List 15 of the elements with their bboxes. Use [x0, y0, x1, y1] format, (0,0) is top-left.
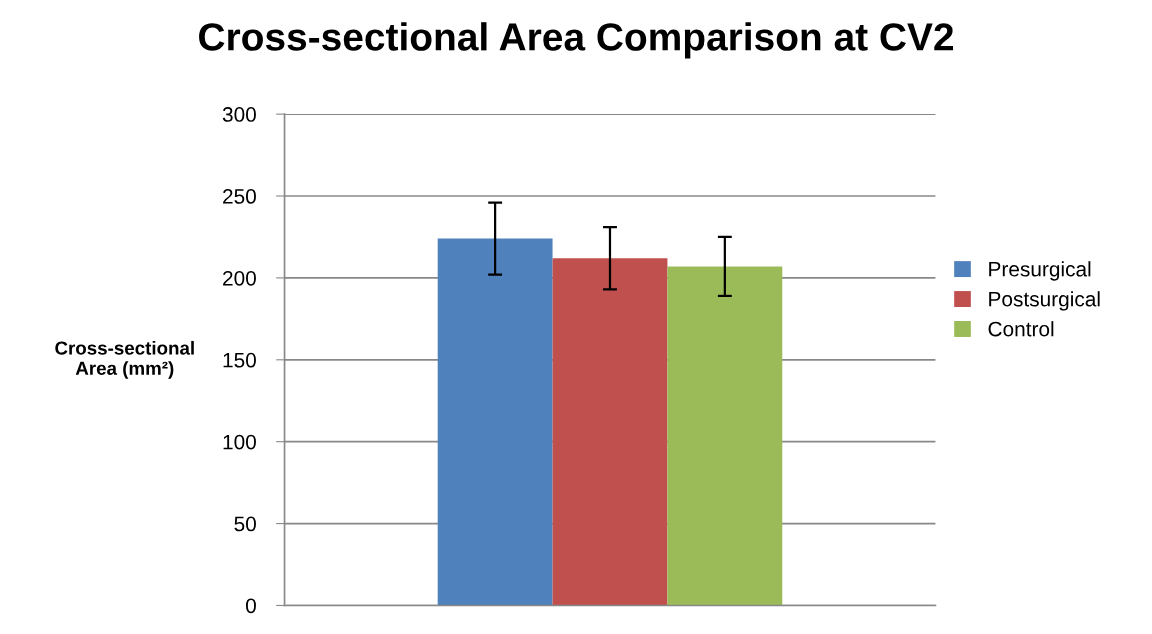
- legend-label: Control: [988, 321, 1054, 337]
- y-tick-label: 100: [223, 434, 256, 450]
- y-tick-label: 0: [245, 598, 256, 614]
- y-tick-label: 50: [234, 516, 256, 532]
- legend-label: Presurgical: [989, 261, 1091, 281]
- legend-label: Postsurgical: [989, 291, 1100, 311]
- y-tick-label: 300: [222, 107, 256, 122]
- y-tick-label: 250: [223, 189, 256, 204]
- bar: [667, 266, 783, 606]
- y-tick-label: 150: [223, 352, 256, 368]
- bar: [437, 238, 553, 606]
- chart-title: Cross-sectional Area Comparison at CV2: [199, 22, 954, 59]
- y-axis-title: Cross-sectional Area (mm²): [55, 340, 194, 379]
- y-tick-label: 200: [223, 270, 256, 286]
- bar: [552, 258, 668, 606]
